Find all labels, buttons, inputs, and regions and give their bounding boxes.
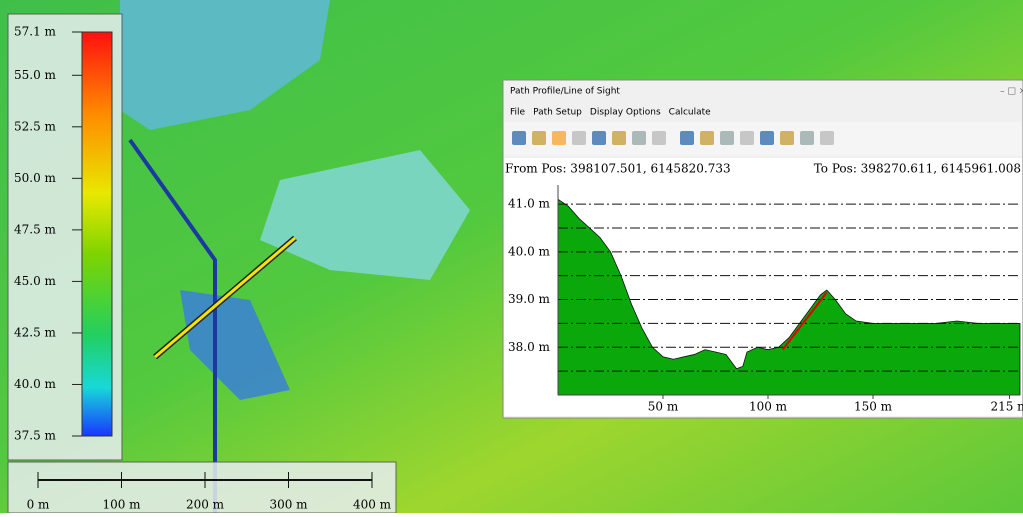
tool-button[interactable] — [572, 131, 586, 145]
tool-button[interactable] — [760, 131, 774, 145]
to-pos: To Pos: 398270.611, 6145961.008 — [814, 162, 1021, 176]
legend-label: 42.5 m — [14, 325, 57, 339]
menu-item[interactable]: Calculate — [669, 108, 711, 118]
legend: 57.1 m 55.0 m 52.5 m 50.0 m 47.5 m 45.0 m 42.5… — [8, 14, 122, 460]
tool-button[interactable] — [800, 131, 814, 145]
from-pos: From Pos: 398107.501, 6145820.733 — [505, 162, 731, 176]
y-tick-label: 38.0 m — [508, 340, 551, 354]
x-tick-label: 150 m — [854, 400, 893, 414]
scale-label: 0 m — [27, 498, 50, 512]
menu-item[interactable]: Display Options — [590, 108, 661, 118]
profile-window: Path Profile/Line of Sight – □ × File Pat… — [503, 80, 1023, 418]
menu-item[interactable]: File — [510, 108, 526, 118]
legend-label: 57.1 m — [14, 25, 57, 39]
y-tick-label: 41.0 m — [508, 197, 551, 211]
tool-button[interactable] — [652, 131, 666, 145]
tool-button[interactable] — [700, 131, 714, 145]
color-bar — [82, 32, 112, 436]
tool-button[interactable] — [720, 131, 734, 145]
menu-item[interactable]: Path Setup — [533, 108, 582, 118]
page: 57.1 m 55.0 m 52.5 m 50.0 m 47.5 m 45.0 m 42.5… — [0, 0, 1023, 513]
tool-button[interactable] — [512, 131, 526, 145]
legend-label: 55.0 m — [14, 68, 57, 82]
x-tick-label: 100 m — [749, 400, 788, 414]
scale-label: 300 m — [269, 498, 308, 512]
tool-button[interactable] — [780, 131, 794, 145]
scale-label: 200 m — [186, 498, 225, 512]
screen: 57.1 m 55.0 m 52.5 m 50.0 m 47.5 m 45.0 m 42.5… — [0, 0, 1023, 513]
legend-label: 40.0 m — [14, 377, 57, 391]
x-tick-label: 215 m — [990, 400, 1023, 414]
scale-label: 100 m — [102, 498, 141, 512]
y-tick-label: 39.0 m — [508, 292, 551, 306]
window-controls[interactable]: – □ × — [1000, 87, 1023, 97]
tool-button[interactable] — [612, 131, 626, 145]
tool-button[interactable] — [532, 131, 546, 145]
legend-label: 37.5 m — [14, 429, 57, 443]
tool-button[interactable] — [820, 131, 834, 145]
y-tick-label: 40.0 m — [508, 244, 551, 258]
tool-button[interactable] — [552, 131, 566, 145]
legend-label: 47.5 m — [14, 222, 57, 236]
tool-button[interactable] — [592, 131, 606, 145]
scale-label: 400 m — [353, 498, 392, 512]
legend-label: 50.0 m — [14, 171, 57, 185]
x-tick-label: 50 m — [648, 400, 679, 414]
legend-label: 45.0 m — [14, 274, 57, 288]
tool-button[interactable] — [680, 131, 694, 145]
tool-button[interactable] — [740, 131, 754, 145]
legend-label: 52.5 m — [14, 119, 57, 133]
tool-button[interactable] — [632, 131, 646, 145]
window-title: Path Profile/Line of Sight — [510, 87, 620, 97]
scale-bar: 0 m 100 m 200 m 300 m 400 m — [8, 462, 396, 513]
